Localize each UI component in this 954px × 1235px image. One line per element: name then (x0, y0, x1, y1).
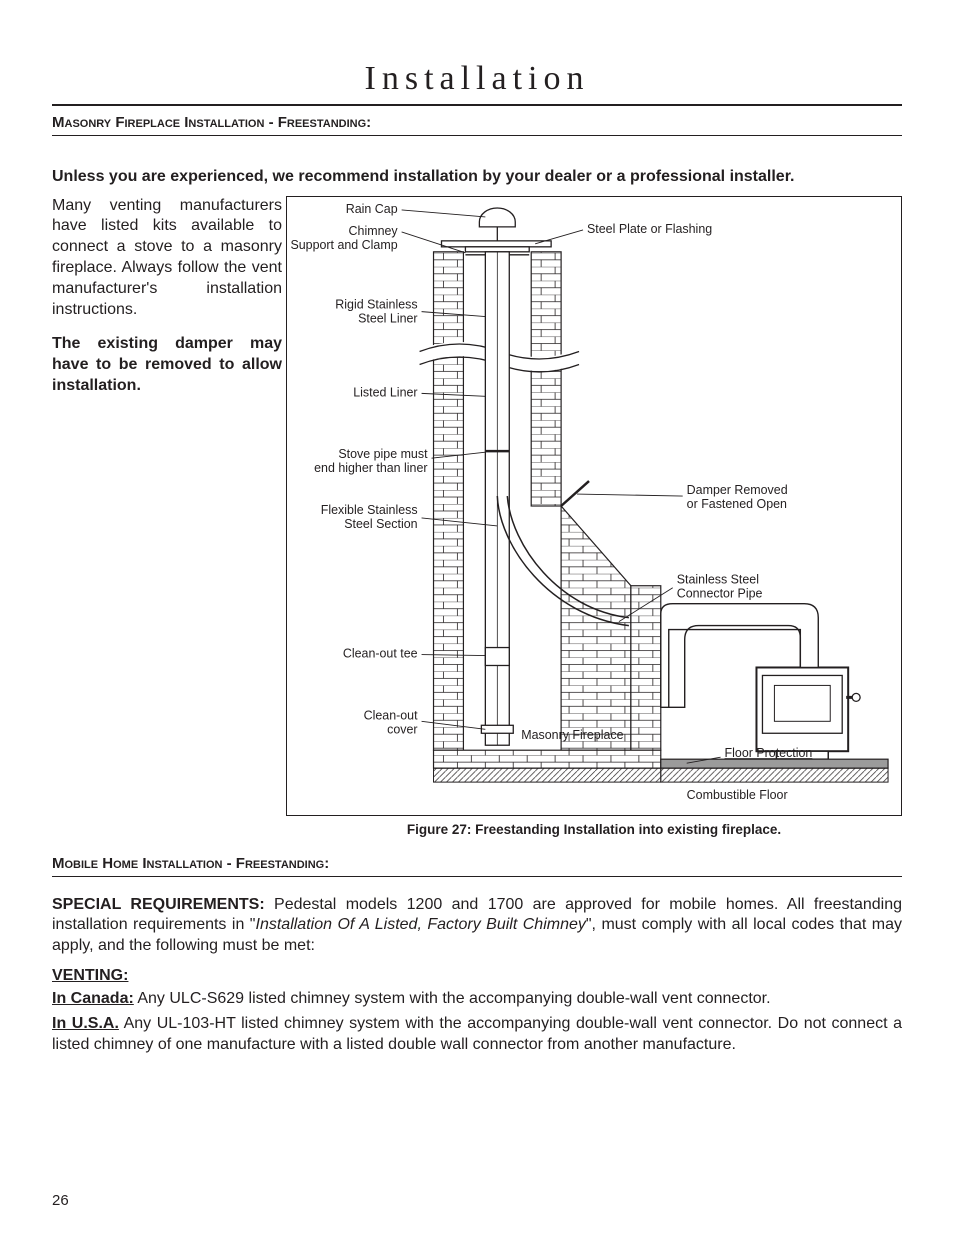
page-number: 26 (52, 1192, 69, 1209)
section1-heading: Masonry Fireplace Installation - Freesta… (52, 114, 902, 131)
label-combustible-floor: Combustible Floor (687, 788, 788, 802)
label-listed-liner: Listed Liner (353, 385, 417, 399)
venting-subhead: VENTING: (52, 967, 902, 985)
label-cleanout-cover-1: Clean-out (364, 708, 418, 722)
damper-note: The existing damper may have to be remov… (52, 334, 282, 396)
label-chimney-support-1: Chimney (349, 223, 399, 237)
usa-text: Any UL-103-HT listed chimney system with… (52, 1015, 902, 1053)
label-flex-ss-2: Steel Section (344, 517, 417, 531)
label-ss-conn-2: Connector Pipe (677, 586, 763, 600)
label-masonry-fireplace: Masonry Fireplace (521, 728, 623, 742)
section2-heading: Mobile Home Installation - Freestanding: (52, 855, 902, 872)
venting-usa: In U.S.A. Any UL-103-HT listed chimney s… (52, 1014, 902, 1056)
label-chimney-support-2: Support and Clamp (290, 237, 397, 251)
canada-label: In Canada: (52, 990, 134, 1007)
label-steel-plate: Steel Plate or Flashing (587, 221, 712, 235)
label-damper-2: or Fastened Open (687, 497, 787, 511)
label-damper-1: Damper Removed (687, 483, 788, 497)
section2-rule (52, 876, 902, 877)
label-floor-protection: Floor Protection (725, 746, 813, 760)
label-stove-pipe-2: end higher than liner (314, 461, 427, 475)
label-rigid-liner-1: Rigid Stainless (335, 297, 417, 311)
venting-canada: In Canada: Any ULC-S629 listed chimney s… (52, 989, 902, 1010)
section1-rule (52, 135, 902, 136)
canada-text: Any ULC-S629 listed chimney system with … (134, 990, 771, 1007)
label-cleanout-cover-2: cover (387, 722, 417, 736)
label-ss-conn-1: Stainless Steel (677, 572, 759, 586)
label-cleanout-tee: Clean-out tee (343, 646, 418, 660)
content-columns: Many venting manufacturers have listed k… (52, 196, 902, 837)
special-text-italic: Installation Of A Listed, Factory Built … (256, 916, 586, 933)
left-text-column: Many venting manufacturers have listed k… (52, 196, 282, 837)
label-stove-pipe-1: Stove pipe must (338, 447, 428, 461)
title-rule (52, 104, 902, 106)
label-rigid-liner-2: Steel Liner (358, 311, 417, 325)
intro-recommendation: Unless you are experienced, we recommend… (52, 166, 902, 188)
special-requirements-paragraph: SPECIAL REQUIREMENTS: Pedestal models 12… (52, 895, 902, 957)
label-rain-cap: Rain Cap (346, 202, 398, 216)
venting-paragraph: Many venting manufacturers have listed k… (52, 196, 282, 321)
diagram-container: Rain Cap Chimney Support and Clamp Steel… (286, 196, 902, 837)
installation-diagram: Rain Cap Chimney Support and Clamp Steel… (286, 196, 902, 816)
label-flex-ss-1: Flexible Stainless (321, 503, 418, 517)
figure-caption: Figure 27: Freestanding Installation int… (286, 822, 902, 837)
special-requirements-lead: SPECIAL REQUIREMENTS: (52, 896, 265, 913)
page-title: Installation (52, 60, 902, 98)
usa-label: In U.S.A. (52, 1015, 119, 1032)
